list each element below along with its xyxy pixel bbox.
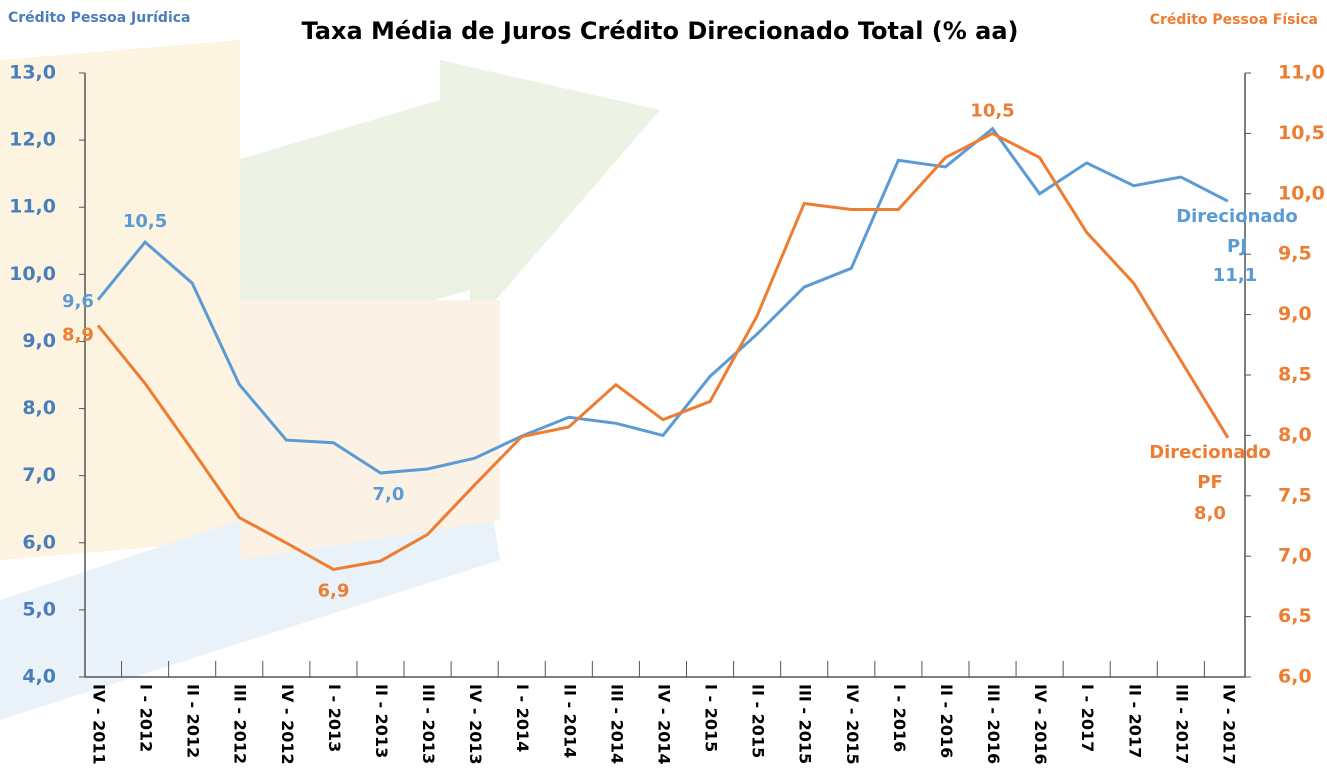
x-tick-label: IV - 2014 (654, 684, 673, 765)
y2-tick-label: 8,0 (1278, 424, 1312, 446)
y-tick-label: 11,0 (9, 196, 56, 218)
x-tick-label: I - 2017 (1078, 684, 1097, 752)
value-label: 10,5 (123, 211, 167, 232)
series-name: Direcionado PJ (1172, 202, 1302, 262)
y-tick-label: 4,0 (22, 666, 56, 688)
y2-tick-label: 10,5 (1278, 122, 1325, 144)
x-tick-label: I - 2012 (137, 684, 156, 752)
x-tick-label: III - 2017 (1172, 684, 1191, 764)
x-tick-label: III - 2015 (796, 684, 815, 764)
x-tick-label: III - 2016 (984, 684, 1003, 764)
y-tick-label: 7,0 (22, 464, 56, 486)
x-tick-label: IV - 2016 (1031, 684, 1050, 765)
y-tick-label: 10,0 (9, 263, 56, 285)
y2-tick-label: 7,0 (1278, 545, 1312, 567)
x-tick-label: II - 2013 (372, 684, 391, 758)
y-axis-title: Crédito Pessoa Jurídica (8, 10, 191, 26)
value-label: 11,1 (1213, 265, 1257, 286)
x-tick-label: IV - 2015 (843, 684, 862, 765)
y2-tick-label: 6,5 (1278, 605, 1312, 627)
x-tick-label: III - 2013 (419, 684, 438, 764)
y2-tick-label: 7,5 (1278, 484, 1312, 506)
chart-page: Taxa Média de Juros Crédito Direcionado … (0, 0, 1327, 777)
x-tick-label: III - 2012 (231, 684, 250, 764)
value-label: 8,9 (62, 324, 94, 345)
value-label: 9,6 (62, 291, 94, 312)
y-tick-label: 6,0 (22, 531, 56, 553)
y-tick-label: 13,0 (9, 62, 56, 84)
value-label: 8,0 (1194, 503, 1226, 524)
x-tick-label: III - 2014 (607, 684, 626, 764)
series-name: Direcionado PF (1145, 438, 1275, 498)
x-tick-label: I - 2016 (890, 684, 909, 752)
y2-tick-label: 8,5 (1278, 364, 1312, 386)
y2-tick-label: 9,0 (1278, 303, 1312, 325)
y-tick-label: 12,0 (9, 129, 56, 151)
x-tick-label: II - 2017 (1125, 684, 1144, 758)
x-tick-label: IV - 2012 (278, 684, 297, 765)
x-tick-label: IV - 2013 (466, 684, 485, 765)
y2-tick-label: 6,0 (1278, 666, 1312, 688)
y2-tick-label: 11,0 (1278, 62, 1325, 84)
y2-tick-label: 10,0 (1278, 182, 1325, 204)
x-tick-label: I - 2014 (513, 684, 532, 752)
x-tick-label: IV - 2011 (90, 684, 109, 765)
x-tick-label: II - 2016 (937, 684, 956, 758)
background-decoration (0, 40, 660, 720)
chart: Taxa Média de Juros Crédito Direcionado … (0, 0, 1327, 777)
y-tick-label: 8,0 (22, 397, 56, 419)
value-label: 10,5 (970, 100, 1014, 121)
value-label: 7,0 (373, 484, 405, 505)
x-tick-label: I - 2013 (325, 684, 344, 752)
x-tick-label: II - 2015 (749, 684, 768, 758)
chart-title: Taxa Média de Juros Crédito Direcionado … (301, 17, 1018, 45)
y-tick-label: 9,0 (22, 330, 56, 352)
x-tick-label: IV - 2017 (1219, 684, 1238, 765)
x-tick-label: I - 2015 (702, 684, 721, 752)
value-label: 6,9 (317, 580, 349, 601)
x-tick-label: II - 2014 (560, 684, 579, 758)
x-tick-label: II - 2012 (184, 684, 203, 758)
y2-axis-title: Crédito Pessoa Física (1150, 12, 1318, 28)
y-tick-label: 5,0 (22, 598, 56, 620)
